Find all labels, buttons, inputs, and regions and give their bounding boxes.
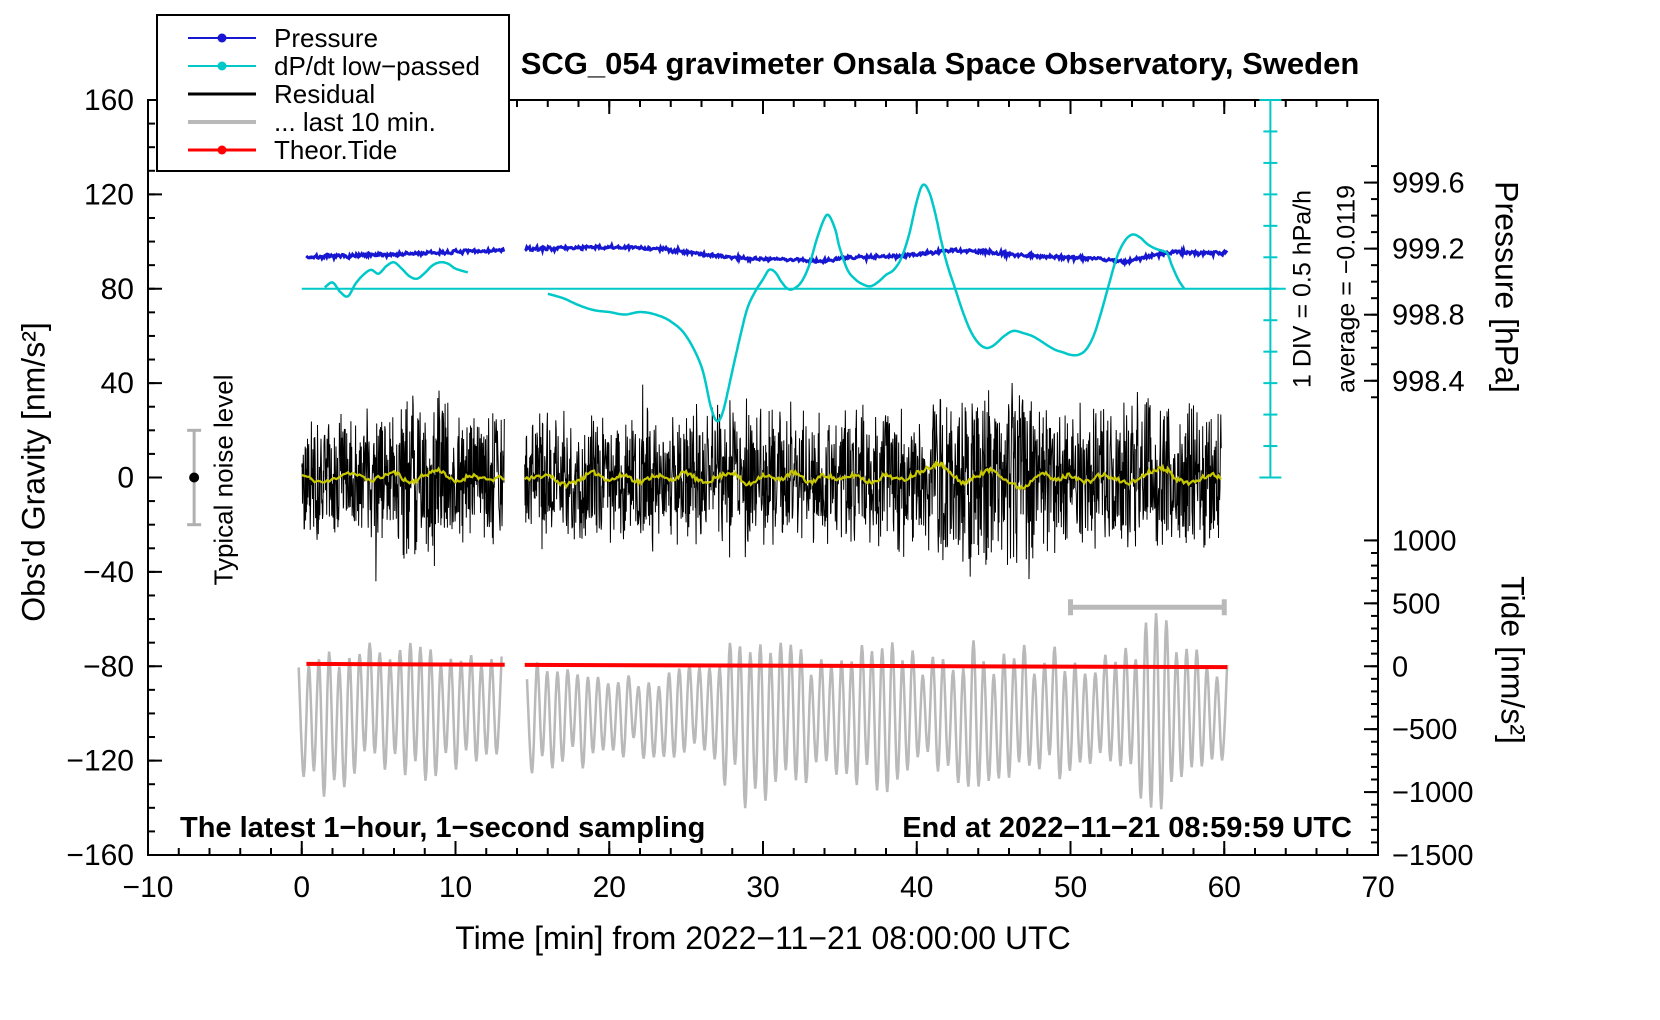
- series-residual: [301, 382, 1222, 582]
- x-tick-label: 0: [293, 871, 310, 904]
- series-residual-lowpass: [301, 459, 1223, 491]
- pressure-tick-label: 999.6: [1392, 168, 1465, 200]
- x-tick-label: 50: [1054, 871, 1087, 904]
- gravity-axis-label: Obs'd Gravity [nm/s²]: [15, 322, 52, 622]
- legend-item-2: Residual: [184, 80, 508, 108]
- x-axis-label: Time [min] from 2022−11−21 08:00:00 UTC: [455, 920, 1071, 956]
- legend-label: Pressure: [274, 23, 379, 53]
- div-scale-note: 1 DIV = 0.5 hPa/h: [1288, 189, 1317, 389]
- ten-minute-scalebar: [1068, 599, 1227, 616]
- legend-item-1: dP/dt low−passed: [184, 52, 508, 80]
- x-tick-label: 60: [1208, 871, 1241, 904]
- tide-tick-label: 500: [1392, 588, 1440, 620]
- gravity-tick-label: 0: [117, 462, 134, 495]
- legend-label: Theor.Tide: [274, 135, 398, 165]
- gravity-tick-label: 120: [84, 178, 134, 211]
- gravity-tick-label: −40: [83, 556, 134, 589]
- typical-noise-marker: [187, 428, 202, 527]
- pressure-axis-label: Pressure [hPa]: [1488, 181, 1525, 393]
- tide-tick-label: 1000: [1392, 525, 1457, 557]
- series-theor-tide: [306, 661, 1228, 670]
- tide-tick-label: −500: [1392, 714, 1457, 746]
- tide-axis-label: Tide [nm/s²]: [1494, 576, 1531, 744]
- pressure-axis-ticks: [1364, 165, 1378, 399]
- end-time-note: End at 2022−11−21 08:59:59 UTC: [902, 812, 1352, 844]
- legend-sample-line: [188, 120, 256, 124]
- x-tick-label: −10: [123, 871, 174, 904]
- gravity-tick-label: 160: [84, 84, 134, 117]
- gravity-tick-label: −160: [66, 839, 134, 872]
- noise-level-note: Typical noise level: [208, 374, 239, 586]
- pressure-tick-label: 998.8: [1392, 300, 1465, 332]
- pressure-tick-label: 998.4: [1392, 366, 1465, 398]
- legend-label: Residual: [274, 79, 376, 109]
- gravity-tick-label: −120: [66, 745, 134, 778]
- legend-item-4: Theor.Tide: [184, 136, 508, 164]
- legend-item-0: Pressure: [184, 24, 508, 52]
- legend-sample-line: [188, 61, 256, 71]
- legend-sample-line: [188, 33, 256, 43]
- chart-title: SCG_054 gravimeter Onsala Space Observat…: [520, 46, 1360, 81]
- x-tick-label: 10: [439, 871, 472, 904]
- tide-tick-label: 0: [1392, 651, 1408, 683]
- legend-item-3: ... last 10 min.: [184, 108, 508, 136]
- pressure-tick-label: 999.2: [1392, 234, 1465, 266]
- legend-label: ... last 10 min.: [274, 107, 436, 137]
- gravity-tick-label: 40: [101, 367, 134, 400]
- gravity-axis-ticks: [148, 99, 162, 856]
- x-tick-label: 70: [1361, 871, 1394, 904]
- x-tick-label: 40: [900, 871, 933, 904]
- tide-axis-ticks: [1364, 539, 1378, 856]
- series-pressure: [305, 240, 1229, 268]
- legend-box: Pressure dP/dt low−passed Residual... last…: [156, 14, 510, 172]
- tide-tick-label: −1000: [1392, 777, 1473, 809]
- average-note: average = −0.0119: [1332, 184, 1361, 394]
- series-last10: [297, 613, 1229, 810]
- x-tick-label: 30: [746, 871, 779, 904]
- legend-sample-line: [188, 145, 256, 155]
- legend-label: dP/dt low−passed: [274, 51, 480, 81]
- legend-sample-line: [188, 92, 256, 96]
- tide-tick-label: −1500: [1392, 840, 1473, 872]
- gravity-tick-label: −80: [83, 650, 134, 683]
- x-tick-label: 20: [593, 871, 626, 904]
- dpdt-div-scalebar: [1259, 99, 1282, 479]
- sampling-note: The latest 1−hour, 1−second sampling: [180, 812, 706, 844]
- series-dpdt: [324, 183, 1186, 423]
- gravity-tick-label: 80: [101, 273, 134, 306]
